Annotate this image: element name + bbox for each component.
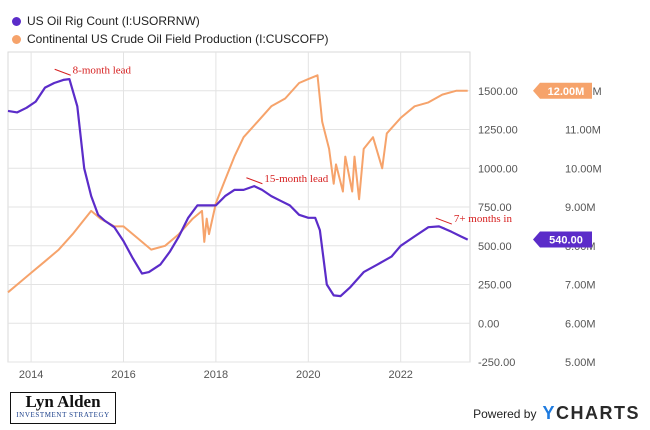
rig-count-last-value-badge — [533, 231, 592, 248]
rig-count-line — [7, 77, 469, 298]
logo-name: Lyn Alden — [25, 392, 101, 411]
x-axis-tick-label: 2020 — [296, 369, 320, 381]
right-axis-tick-label: 5.00M — [565, 357, 596, 369]
left-axis-tick-label: 0.00 — [478, 318, 499, 330]
ycharts-logo: YCHARTS — [542, 403, 640, 423]
left-axis-tick-label: 250.00 — [478, 280, 512, 292]
x-axis-tick-label: 2014 — [19, 369, 43, 381]
annotation-marker — [435, 217, 453, 225]
production-last-value-badge — [533, 82, 592, 99]
left-axis-tick-label: 1250.00 — [478, 125, 518, 137]
left-axis-tick-label: 750.00 — [478, 202, 512, 214]
left-axis-tick-label: 1500.00 — [478, 86, 518, 98]
legend-label-production: Continental US Crude Oil Field Productio… — [27, 32, 329, 46]
left-axis-tick-label: -250.00 — [478, 357, 515, 369]
production-last-value-badge-label: 12.00M — [548, 86, 585, 98]
production-line — [7, 74, 468, 294]
annotation-label: 8-month lead — [73, 64, 132, 76]
legend-marker-production — [12, 34, 21, 44]
legend-item-rig-count[interactable]: US Oil Rig Count (I:USORRNW) — [12, 12, 328, 30]
legend-label-rig-count: US Oil Rig Count (I:USORRNW) — [27, 14, 200, 28]
right-axis-tick-label: 11.00M — [565, 125, 601, 137]
rig-count-last-value-badge-label: 540.00 — [549, 235, 583, 247]
annotation-marker — [246, 177, 263, 185]
right-axis-tick-label: 7.00M — [565, 280, 596, 292]
legend-marker-rig-count — [12, 16, 21, 26]
legend: US Oil Rig Count (I:USORRNW) Continental… — [12, 12, 328, 48]
lyn-alden-logo: Lyn Alden INVESTMENT STRATEGY — [10, 392, 116, 424]
x-axis-tick-label: 2016 — [111, 369, 135, 381]
powered-by-label: Powered by — [473, 406, 537, 421]
annotation-label: 15-month lead — [264, 173, 328, 185]
x-axis-tick-label: 2018 — [204, 369, 228, 381]
logo-subtitle: INVESTMENT STRATEGY — [16, 411, 110, 419]
x-axis-tick-label: 2022 — [388, 369, 412, 381]
annotation-label: 7+ months in — [454, 213, 513, 225]
powered-by-ycharts[interactable]: Powered by YCHARTS — [473, 403, 640, 424]
legend-item-production[interactable]: Continental US Crude Oil Field Productio… — [12, 30, 328, 48]
right-axis-tick-label: 10.00M — [565, 163, 602, 175]
right-axis-tick-label: 9.00M — [565, 202, 596, 214]
left-axis-tick-label: 1000.00 — [478, 163, 518, 175]
right-axis-tick-label: 6.00M — [565, 318, 596, 330]
annotation-marker — [54, 68, 71, 76]
left-axis-tick-label: 500.00 — [478, 241, 512, 253]
